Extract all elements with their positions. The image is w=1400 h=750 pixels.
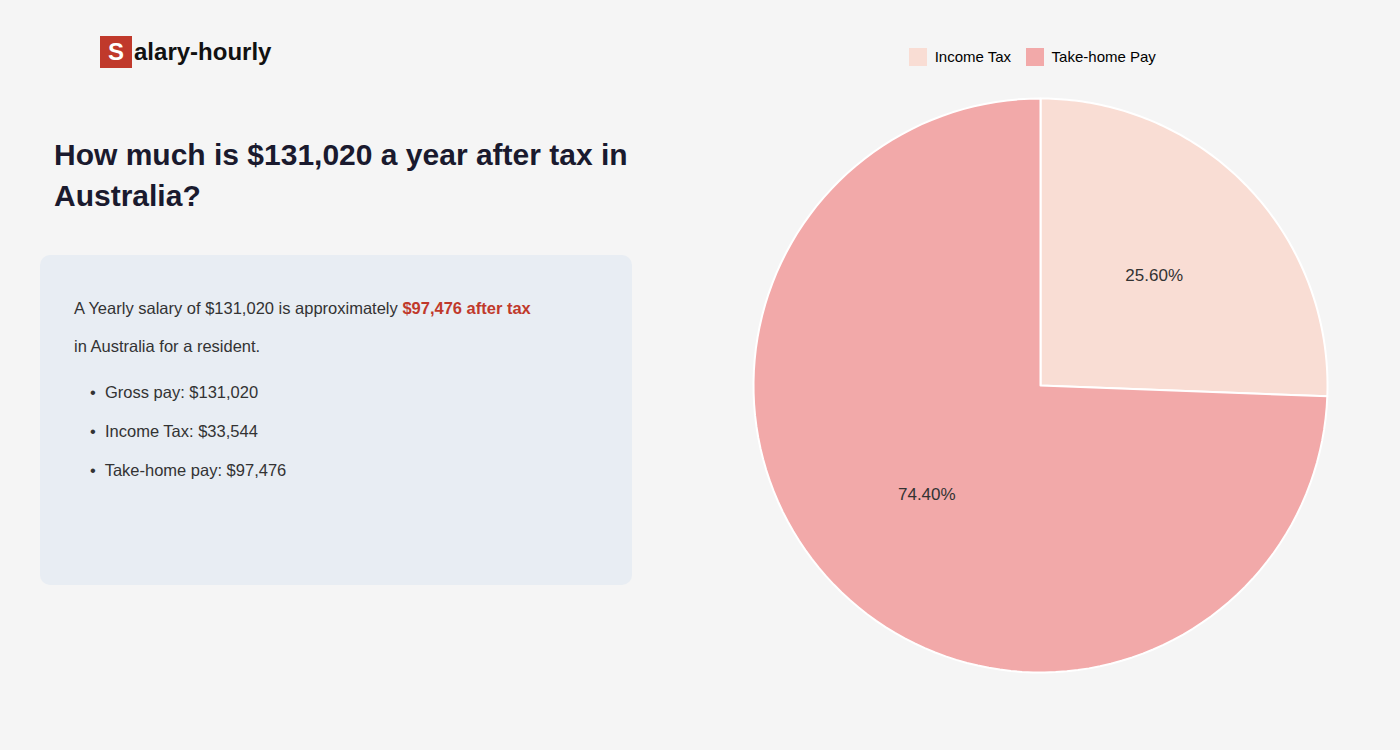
html-text:• Income Tax: $33,544: • Income Tax: $33,544 (90, 422, 258, 440)
html-text:alary-hourly: alary-hourly (134, 38, 272, 65)
html-text:• Gross pay: $131,020: • Gross pay: $131,020 (90, 383, 259, 401)
html-text:• Take-home pay: $97,476: • Take-home pay: $97,476 (90, 461, 287, 479)
html-text:S: S (108, 38, 124, 65)
svg-text:74.40%: 74.40% (898, 485, 956, 504)
svg-text:25.60%: 25.60% (1125, 266, 1183, 285)
html-text:A Yearly salary of $131,020 is: A Yearly salary of $131,020 is approxima… (74, 299, 531, 317)
html-text:in Australia for a resident.: in Australia for a resident. (74, 337, 261, 355)
html-text:Income Tax: Income Tax (934, 48, 1012, 65)
html-text:Take-home Pay: Take-home Pay (1051, 48, 1156, 65)
html-text:How much is $131,020 a year af: How much is $131,020 a year after tax in… (54, 138, 628, 212)
